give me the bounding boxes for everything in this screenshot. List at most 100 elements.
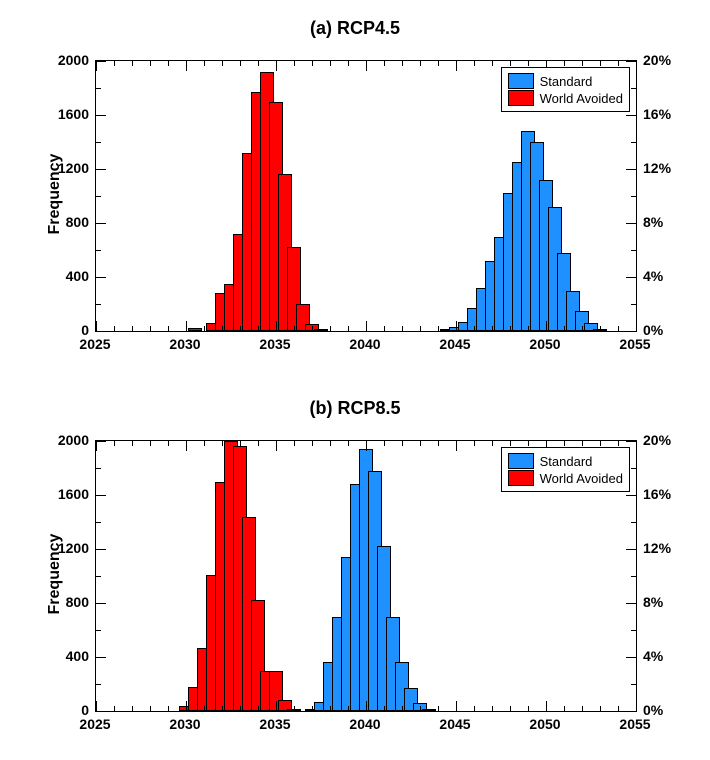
x-tick-minor	[330, 61, 331, 66]
y-tick-right	[626, 277, 636, 278]
y-tick-minor-right	[631, 250, 636, 251]
x-tick-label: 2040	[349, 716, 380, 732]
x-tick-minor	[114, 706, 115, 711]
x-tick-label: 2025	[79, 336, 110, 352]
x-tick-minor	[438, 326, 439, 331]
x-tick-major	[96, 321, 97, 331]
y-tick-label-right: 12%	[643, 160, 671, 176]
x-tick-minor	[150, 326, 151, 331]
x-tick-label: 2030	[169, 336, 200, 352]
y-tick-minor-left	[96, 196, 101, 197]
y-tick-left	[96, 277, 106, 278]
plot-area: Standard World Avoided	[95, 60, 637, 332]
legend: Standard World Avoided	[501, 67, 630, 112]
y-tick-label-left: 1600	[39, 106, 89, 122]
x-tick-minor	[312, 326, 313, 331]
x-tick-minor	[150, 706, 151, 711]
x-tick-minor	[618, 326, 619, 331]
x-tick-minor	[510, 326, 511, 331]
y-tick-right	[626, 441, 636, 442]
y-tick-minor-right	[631, 142, 636, 143]
x-tick-label: 2040	[349, 336, 380, 352]
y-tick-left	[96, 441, 106, 442]
legend: Standard World Avoided	[501, 447, 630, 492]
x-tick-minor	[204, 441, 205, 446]
y-tick-minor-right	[631, 684, 636, 685]
x-tick-minor	[420, 326, 421, 331]
y-tick-label-right: 4%	[643, 648, 663, 664]
histogram-bar	[188, 328, 202, 331]
x-tick-major	[276, 321, 277, 331]
x-tick-label: 2055	[619, 336, 650, 352]
y-tick-minor-left	[96, 468, 101, 469]
x-tick-minor	[528, 441, 529, 446]
x-tick-minor	[528, 326, 529, 331]
x-tick-minor	[150, 61, 151, 66]
y-tick-minor-right	[631, 304, 636, 305]
x-tick-minor	[150, 441, 151, 446]
legend-label: World Avoided	[540, 91, 623, 106]
x-tick-minor	[312, 441, 313, 446]
x-tick-minor	[492, 326, 493, 331]
legend-label: World Avoided	[540, 471, 623, 486]
x-tick-minor	[114, 61, 115, 66]
x-tick-minor	[420, 61, 421, 66]
x-tick-minor	[240, 706, 241, 711]
x-tick-label: 2045	[439, 716, 470, 732]
x-tick-major	[276, 441, 277, 451]
legend-item: Standard	[508, 453, 623, 469]
y-tick-minor-right	[631, 88, 636, 89]
x-tick-minor	[330, 326, 331, 331]
legend-item: Standard	[508, 73, 623, 89]
x-tick-minor	[204, 61, 205, 66]
chart-container: (a) RCP4.5 Standard World Avoided 2025 2030 2…	[0, 0, 710, 760]
x-tick-minor	[492, 441, 493, 446]
x-tick-minor	[258, 326, 259, 331]
x-tick-minor	[384, 706, 385, 711]
x-tick-major	[636, 321, 637, 331]
x-tick-minor	[222, 61, 223, 66]
x-tick-minor	[402, 326, 403, 331]
x-tick-minor	[384, 326, 385, 331]
y-tick-label-right: 4%	[643, 268, 663, 284]
x-tick-label: 2035	[259, 336, 290, 352]
y-tick-right	[626, 711, 636, 712]
x-tick-label: 2030	[169, 716, 200, 732]
y-tick-right	[626, 603, 636, 604]
x-tick-major	[186, 321, 187, 331]
y-tick-minor-left	[96, 88, 101, 89]
x-tick-minor	[132, 61, 133, 66]
legend-swatch	[508, 453, 534, 469]
y-axis-label: Frequency	[46, 524, 64, 624]
y-tick-minor-right	[631, 196, 636, 197]
y-tick-left	[96, 549, 106, 550]
x-tick-minor	[312, 61, 313, 66]
x-tick-minor	[258, 61, 259, 66]
x-tick-major	[276, 701, 277, 711]
y-tick-minor-left	[96, 522, 101, 523]
y-tick-minor-left	[96, 684, 101, 685]
legend-label: Standard	[540, 454, 593, 469]
y-tick-minor-right	[631, 630, 636, 631]
x-tick-minor	[420, 706, 421, 711]
panel-title: (b) RCP8.5	[0, 398, 710, 419]
y-tick-label-right: 0%	[643, 702, 663, 718]
x-tick-minor	[474, 706, 475, 711]
x-tick-minor	[294, 326, 295, 331]
x-tick-minor	[492, 61, 493, 66]
x-tick-major	[456, 61, 457, 71]
y-axis-label: Frequency	[46, 144, 64, 244]
x-tick-minor	[222, 706, 223, 711]
x-tick-minor	[348, 441, 349, 446]
x-tick-minor	[438, 706, 439, 711]
panel-title: (a) RCP4.5	[0, 18, 710, 39]
x-tick-minor	[510, 61, 511, 66]
x-tick-minor	[582, 706, 583, 711]
legend-swatch	[508, 470, 534, 486]
y-tick-label-right: 20%	[643, 432, 671, 448]
x-tick-label: 2025	[79, 716, 110, 732]
y-tick-minor-right	[631, 522, 636, 523]
y-tick-label-left: 400	[39, 648, 89, 664]
x-tick-minor	[600, 706, 601, 711]
histogram-bar	[314, 329, 328, 331]
